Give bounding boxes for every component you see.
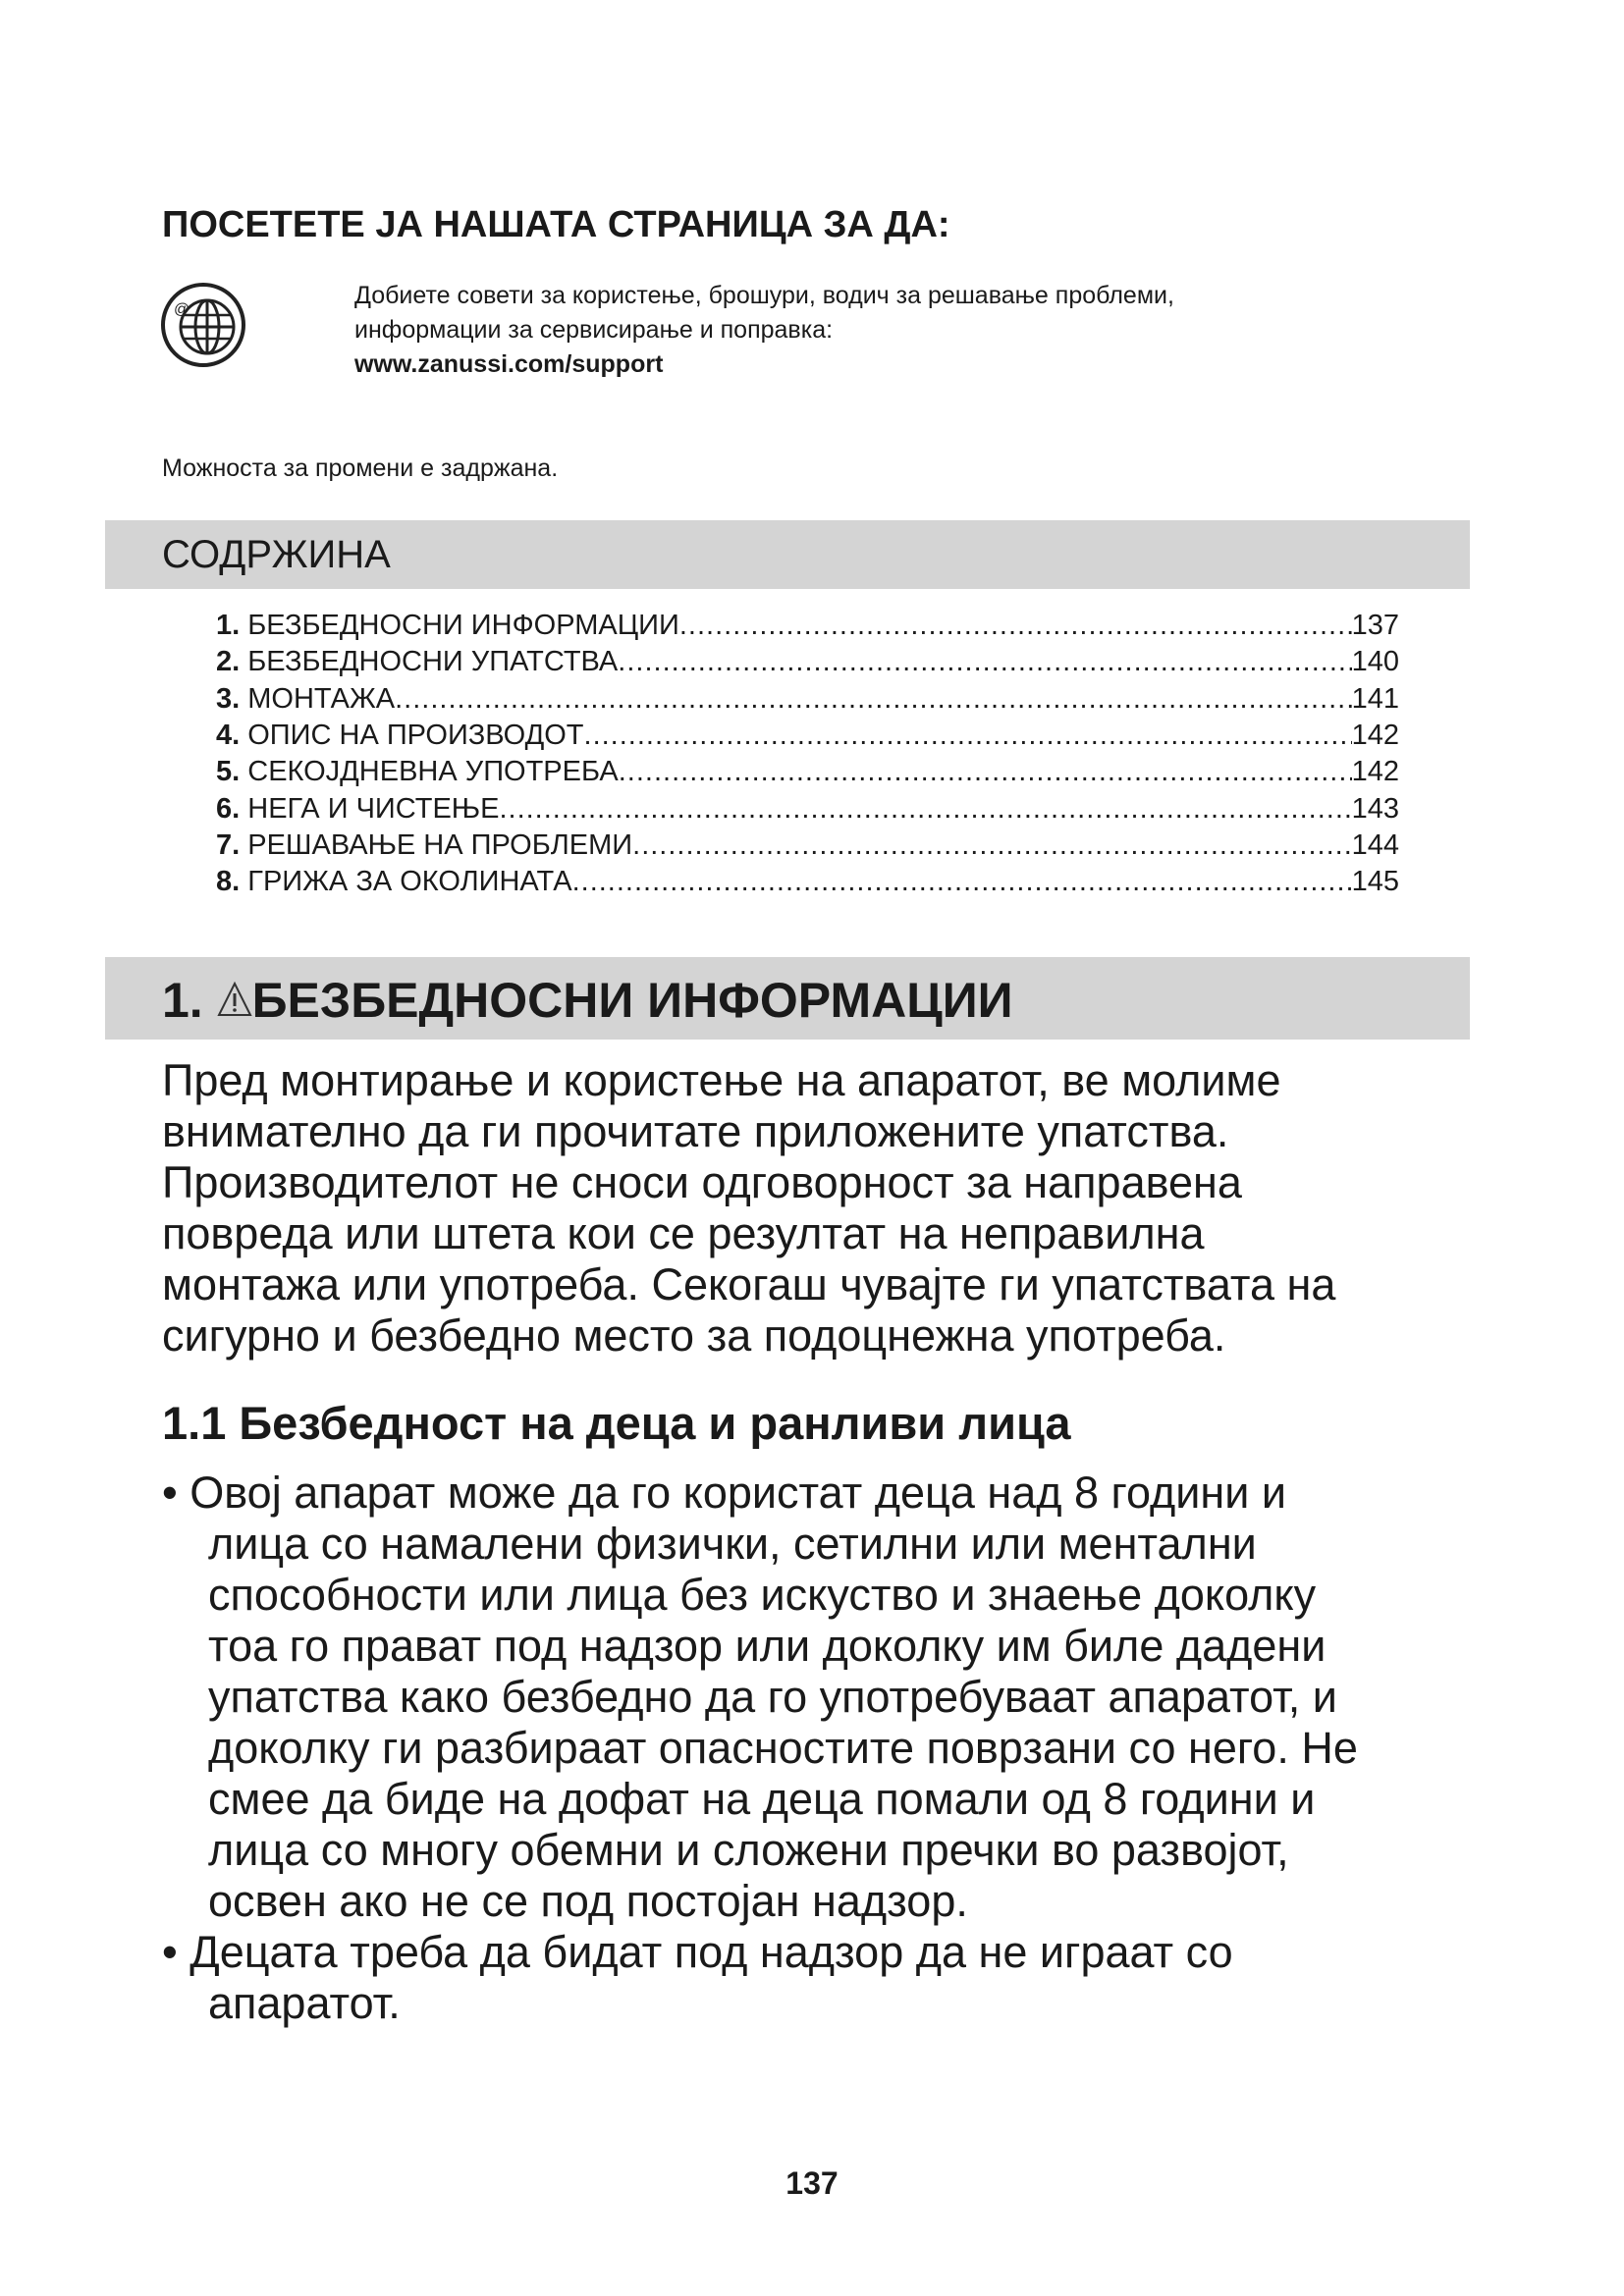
toc-item-page: 142 <box>1351 719 1399 751</box>
bullet-item-line: освен ако не се под постојан надзор. <box>208 1876 968 1926</box>
toc-item-label: ГРИЖА ЗА ОКОЛИНАТА <box>247 866 572 898</box>
toc-item[interactable]: 8. ГРИЖА ЗА ОКОЛИНАТА 145 <box>216 865 1399 898</box>
toc-item-label: БЕЗБЕДНОСНИ УПАТСТВА <box>247 646 619 678</box>
page-number: 137 <box>785 2165 839 2201</box>
visit-text-line: Добиете совети за користење, брошури, во… <box>354 282 1174 309</box>
intro-line: монтажа или употреба. Секогаш чувајте ги… <box>162 1259 1336 1309</box>
toc-item[interactable]: 4. ОПИС НА ПРОИЗВОДОТ 142 <box>216 719 1399 752</box>
bullet-item-line: лица со намалени физички, сетилни или ме… <box>208 1519 1257 1569</box>
globe-web-icon: @ <box>161 283 245 367</box>
toc-item-page: 140 <box>1351 646 1399 678</box>
intro-line: внимателно да ги прочитате приложените у… <box>162 1106 1229 1156</box>
toc-item-page: 142 <box>1351 756 1399 788</box>
toc-leader-dots <box>618 645 1351 678</box>
bullet-item-line: смее да биде на дофат на деца помали од … <box>208 1774 1316 1824</box>
change-notice: Можноста за промени е задржана. <box>162 454 559 482</box>
toc-item-page: 141 <box>1351 682 1399 715</box>
toc-item[interactable]: 1. БЕЗБЕДНОСНИ ИНФОРМАЦИИ 137 <box>216 609 1399 642</box>
toc-item-number: 4. <box>216 719 241 751</box>
toc-leader-dots <box>395 682 1351 716</box>
visit-heading: ПОСЕТЕТЕ ЈА НАШАТА СТРАНИЦА ЗА ДА: <box>162 204 950 245</box>
bullet-item-line: тоа го прават под надзор или доколку им … <box>208 1621 1326 1671</box>
toc-leader-dots <box>619 755 1352 788</box>
bullet-item-first-line: • Децата треба да бидат под надзор да не… <box>162 1927 1233 1978</box>
toc-item-page: 143 <box>1351 792 1399 825</box>
toc-item-label: СЕКОЈДНЕВНА УПОТРЕБА <box>247 756 619 788</box>
bullet-text: Овој апарат може да го користат деца над… <box>189 1468 1287 1518</box>
bullet-item-first-line: • Овој апарат може да го користат деца н… <box>162 1468 1286 1519</box>
toc-item-number: 6. <box>216 792 241 825</box>
svg-text:@: @ <box>174 301 189 318</box>
toc-item-number: 1. <box>216 610 241 641</box>
toc-item[interactable]: 3. МОНТАЖА 141 <box>216 682 1399 716</box>
intro-line: Производителот не сноси одговорност за н… <box>162 1157 1242 1207</box>
toc-leader-dots <box>679 609 1352 642</box>
bullet-dot: • <box>162 1927 190 1977</box>
warning-triangle-icon <box>216 981 252 1016</box>
bullet-text: Децата треба да бидат под надзор да не и… <box>189 1927 1233 1977</box>
intro-line: сигурно и безбедно место за подоцнежна у… <box>162 1310 1226 1361</box>
toc-item[interactable]: 5. СЕКОЈДНЕВНА УПОТРЕБА 142 <box>216 755 1399 788</box>
visit-text-line: информации за сервисирање и поправка: <box>354 316 834 344</box>
bullet-item-line: упатства како безбедно да го употребуваа… <box>208 1672 1337 1722</box>
toc-item[interactable]: 7. РЕШАВАЊЕ НА ПРОБЛЕМИ 144 <box>216 828 1399 862</box>
toc-item-label: МОНТАЖА <box>247 682 396 715</box>
toc-leader-dots <box>572 865 1352 898</box>
toc-item-page: 137 <box>1351 610 1399 641</box>
bullet-item-line: лица со многу обемни и сложени пречки во… <box>208 1825 1289 1875</box>
bullet-item-line: апаратот. <box>208 1978 401 2028</box>
toc-item-label: НЕГА И ЧИСТЕЊЕ <box>247 792 500 825</box>
toc-item-page: 144 <box>1351 828 1399 861</box>
toc-item-label: РЕШАВАЊЕ НА ПРОБЛЕМИ <box>247 828 633 861</box>
toc-item-label: ОПИС НА ПРОИЗВОДОТ <box>247 719 584 751</box>
toc-item[interactable]: 2. БЕЗБЕДНОСНИ УПАТСТВА 140 <box>216 645 1399 678</box>
toc-item-number: 5. <box>216 756 241 788</box>
section-header-band <box>105 957 1470 1040</box>
intro-line: Пред монтирање и користење на апаратот, … <box>162 1055 1281 1105</box>
toc-title: СОДРЖИНА <box>162 533 391 576</box>
section-title-text: БЕЗБЕДНОСНИ ИНФОРМАЦИИ <box>251 973 1013 1028</box>
toc-header-band <box>105 520 1470 589</box>
toc-item[interactable]: 6. НЕГА И ЧИСТЕЊЕ 143 <box>216 792 1399 826</box>
support-link[interactable]: www.zanussi.com/support <box>354 350 664 378</box>
toc-leader-dots <box>584 719 1352 752</box>
section-number: 1. <box>162 973 217 1028</box>
toc-item-number: 2. <box>216 646 241 678</box>
toc-item-number: 3. <box>216 682 241 715</box>
toc-item-number: 8. <box>216 866 241 898</box>
toc-leader-dots <box>499 792 1351 826</box>
toc-item-number: 7. <box>216 828 241 861</box>
bullet-dot: • <box>162 1468 190 1518</box>
subsection-title: 1.1 Безбедност на деца и ранливи лица <box>162 1397 1071 1449</box>
section-title: 1. БЕЗБЕДНОСНИ ИНФОРМАЦИИ <box>162 972 1013 1029</box>
toc-item-label: БЕЗБЕДНОСНИ ИНФОРМАЦИИ <box>247 610 679 641</box>
intro-line: повреда или штета кои се резултат на неп… <box>162 1208 1205 1258</box>
bullet-item-line: доколку ги разбираат опасностите поврзан… <box>208 1723 1358 1773</box>
toc-leader-dots <box>632 828 1351 862</box>
toc-item-page: 145 <box>1351 866 1399 898</box>
bullet-item-line: способности или лица без искуство и знае… <box>208 1570 1317 1620</box>
